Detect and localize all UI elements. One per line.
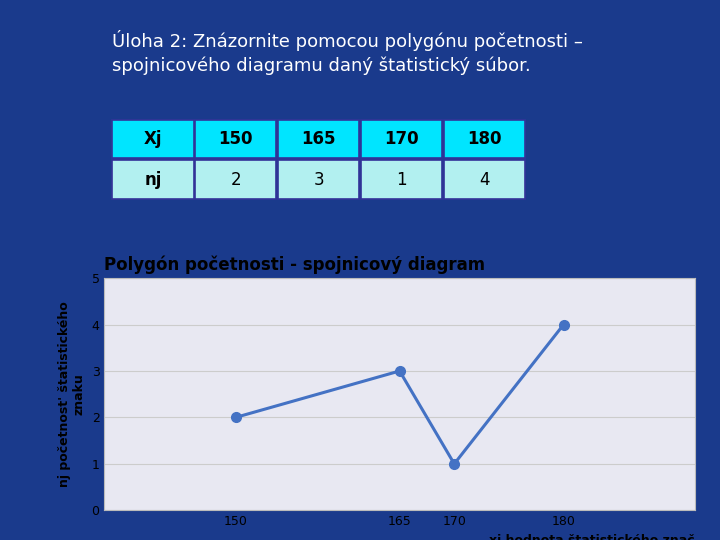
- Text: 150: 150: [219, 130, 253, 148]
- FancyBboxPatch shape: [112, 160, 194, 199]
- X-axis label: xj hodnota štatistického znač: xj hodnota štatistického znač: [489, 534, 695, 540]
- Text: 4: 4: [479, 171, 490, 188]
- Y-axis label: nj početnost' štatistického
znaku: nj početnost' štatistického znaku: [58, 301, 86, 487]
- Text: 3: 3: [313, 171, 324, 188]
- Text: 180: 180: [467, 130, 501, 148]
- FancyBboxPatch shape: [195, 160, 276, 199]
- Text: 2: 2: [230, 171, 241, 188]
- FancyBboxPatch shape: [444, 120, 525, 158]
- Text: Xj: Xj: [144, 130, 162, 148]
- FancyBboxPatch shape: [278, 120, 359, 158]
- Text: 1: 1: [396, 171, 407, 188]
- FancyBboxPatch shape: [444, 160, 525, 199]
- Text: Polygón početnosti - spojnicový diagram: Polygón početnosti - spojnicový diagram: [104, 255, 485, 274]
- Text: 165: 165: [302, 130, 336, 148]
- FancyBboxPatch shape: [278, 160, 359, 199]
- FancyBboxPatch shape: [361, 120, 442, 158]
- Text: nj: nj: [144, 171, 162, 188]
- Text: 170: 170: [384, 130, 419, 148]
- Text: Úloha 2: Znázornite pomocou polygónu početnosti –: Úloha 2: Znázornite pomocou polygónu poč…: [112, 30, 582, 51]
- Text: spojnicového diagramu daný štatistický súbor.: spojnicového diagramu daný štatistický s…: [112, 57, 531, 75]
- FancyBboxPatch shape: [112, 120, 194, 158]
- FancyBboxPatch shape: [361, 160, 442, 199]
- FancyBboxPatch shape: [195, 120, 276, 158]
